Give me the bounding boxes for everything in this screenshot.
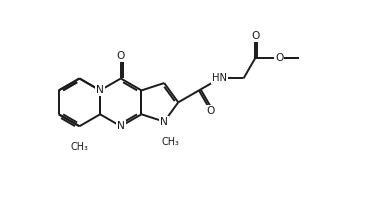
Text: N: N [160,117,168,127]
Text: CH₃: CH₃ [162,137,180,147]
Text: N: N [117,121,125,131]
Text: CH₃: CH₃ [71,141,88,151]
Text: O: O [207,106,215,116]
Text: O: O [275,53,284,63]
Text: O: O [117,51,125,61]
Text: HN: HN [212,73,227,84]
Text: O: O [251,31,260,41]
Text: N: N [96,85,104,95]
